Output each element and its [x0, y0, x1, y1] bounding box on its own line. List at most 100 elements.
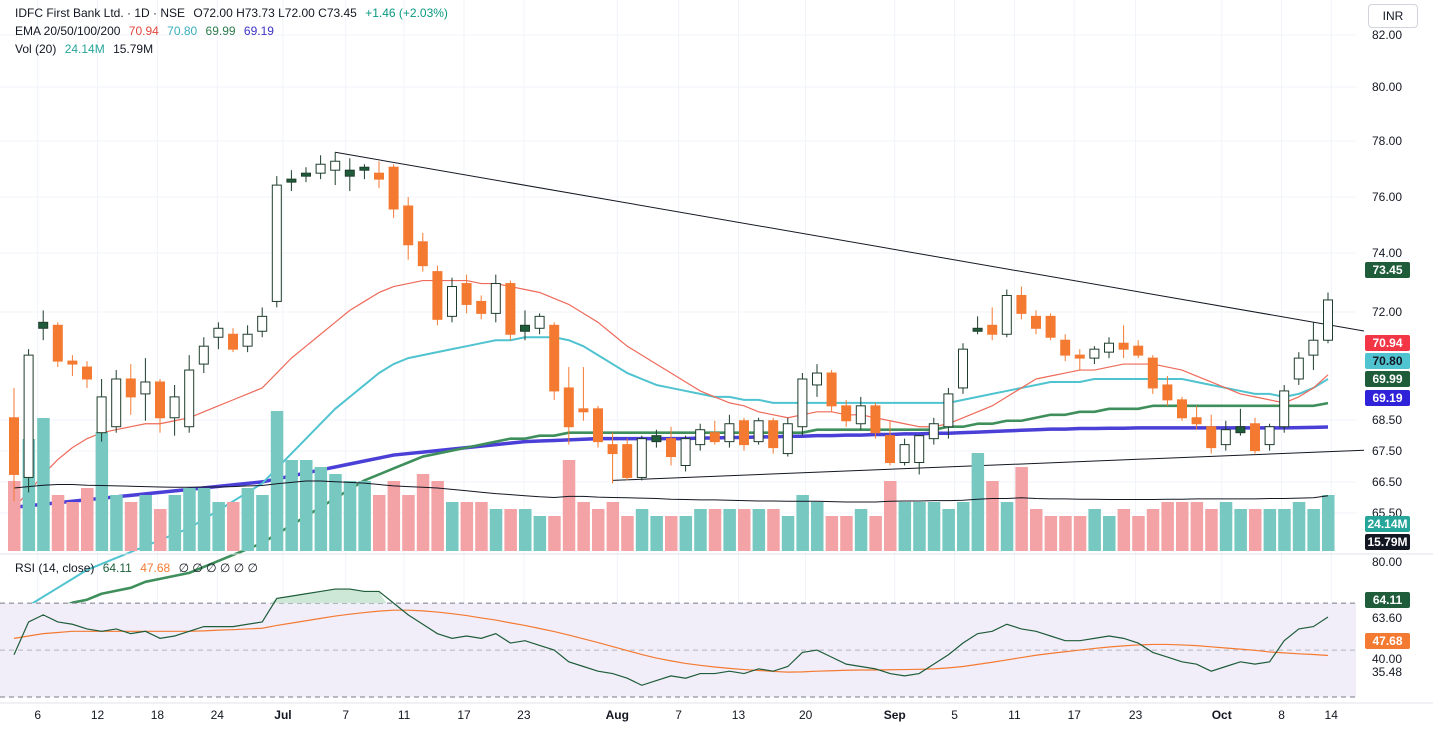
candle — [607, 432, 618, 484]
candle-body — [593, 408, 603, 443]
candle-body — [797, 378, 808, 428]
price-tick-label: 76.00 — [1372, 190, 1402, 204]
candle-body — [1293, 357, 1304, 380]
candle — [38, 310, 49, 341]
candles — [9, 152, 1333, 502]
volume-bar — [1015, 467, 1028, 551]
candle — [1191, 405, 1202, 430]
volume-bar — [679, 516, 693, 551]
ema50-line — [13, 336, 1329, 613]
volume-tag-text: 24.14M — [1367, 517, 1407, 531]
volume-bar — [840, 516, 853, 551]
candle — [680, 435, 691, 472]
time-tick-label: 23 — [517, 708, 531, 722]
candle-body — [1264, 426, 1275, 446]
candle-body — [636, 438, 647, 478]
volume-bar — [606, 502, 620, 551]
rsi-tick-label: 80.00 — [1372, 555, 1402, 569]
time-tick-label: Jul — [274, 708, 291, 722]
volume-bar — [431, 481, 444, 551]
ema-label[interactable]: EMA 20/50/100/200 — [15, 24, 121, 38]
candle — [388, 164, 399, 218]
volume-bar — [1000, 502, 1014, 551]
candle — [1206, 414, 1217, 454]
volume-value: 24.14M — [64, 42, 105, 56]
rsi-overbought-fill — [269, 589, 387, 604]
volume-bar — [460, 502, 474, 551]
rsi-panel — [0, 588, 1356, 698]
rsi-ma-tag-text: 47.68 — [1372, 634, 1402, 648]
candle — [709, 420, 720, 445]
ema20-value: 70.94 — [128, 24, 159, 38]
rsi-label[interactable]: RSI (14, close) — [15, 561, 95, 575]
volume-bar — [1307, 509, 1320, 551]
volume-bar — [781, 516, 795, 551]
ema50-tag-box — [1365, 353, 1410, 369]
candle — [1220, 420, 1231, 451]
candle-body — [914, 435, 925, 464]
candle — [286, 170, 297, 192]
volume-label[interactable]: Vol (20) — [15, 42, 57, 56]
candle-body — [82, 366, 92, 380]
volume-bar — [548, 516, 561, 551]
ema200-tag: 69.19 — [1365, 390, 1410, 406]
candle — [943, 387, 954, 439]
candle-body — [344, 169, 355, 177]
currency-selector[interactable]: INR — [1368, 4, 1418, 28]
candle-body — [125, 378, 136, 398]
volume-bar — [1278, 509, 1291, 551]
candle-body — [359, 166, 370, 171]
candle — [9, 387, 19, 502]
volume-bar — [1205, 509, 1218, 551]
candle — [169, 384, 180, 436]
time-tick-label: 6 — [34, 708, 41, 722]
volume-bar — [723, 509, 736, 551]
candle — [1031, 310, 1041, 335]
candle-body — [388, 166, 399, 210]
candle-body — [520, 324, 530, 332]
volume-ma-tag-box — [1365, 534, 1410, 550]
volume-bar — [1161, 502, 1174, 551]
volume-bar — [577, 502, 590, 551]
volume-bar — [168, 495, 182, 551]
candle-body — [374, 172, 384, 180]
candle — [928, 417, 939, 445]
candle — [374, 161, 384, 189]
candle — [155, 378, 165, 433]
candle — [505, 280, 516, 341]
volume-bar — [1059, 516, 1072, 551]
candle-body — [184, 369, 195, 428]
candle-body — [271, 184, 282, 302]
candle — [987, 307, 998, 341]
time-tick-label: 5 — [951, 708, 958, 722]
volume-bar — [1190, 502, 1204, 551]
candle-body — [23, 354, 34, 478]
axes: 82.00 80.00 78.00 76.00 74.00 72.00 68.50 67.50… — [0, 28, 1433, 722]
volume-bar — [1030, 509, 1043, 551]
volume-bar — [562, 460, 576, 551]
candle-body — [724, 423, 735, 443]
candle-body — [622, 444, 633, 478]
candle-body — [96, 396, 107, 434]
candle-body — [286, 178, 297, 183]
candle — [1133, 340, 1144, 359]
ema20-line — [13, 279, 1329, 508]
candle — [476, 295, 487, 320]
candle — [593, 405, 603, 448]
candle — [403, 197, 414, 260]
volume-bar — [1322, 495, 1335, 551]
symbol-title[interactable]: IDFC First Bank Ltd. · 1D · NSE — [15, 6, 186, 20]
candle-body — [1323, 299, 1333, 341]
time-tick-label: 8 — [1278, 708, 1285, 722]
candle — [301, 167, 311, 183]
candle — [914, 435, 925, 475]
ema20-tag: 70.94 — [1365, 335, 1410, 351]
volume-ma-tag: 15.79M — [1365, 534, 1410, 550]
price-tick-label: 72.00 — [1372, 305, 1402, 319]
time-tick-label: 11 — [398, 708, 411, 722]
candle — [184, 355, 195, 433]
candle — [1104, 337, 1114, 359]
candle — [1045, 313, 1056, 341]
candle — [111, 370, 122, 433]
